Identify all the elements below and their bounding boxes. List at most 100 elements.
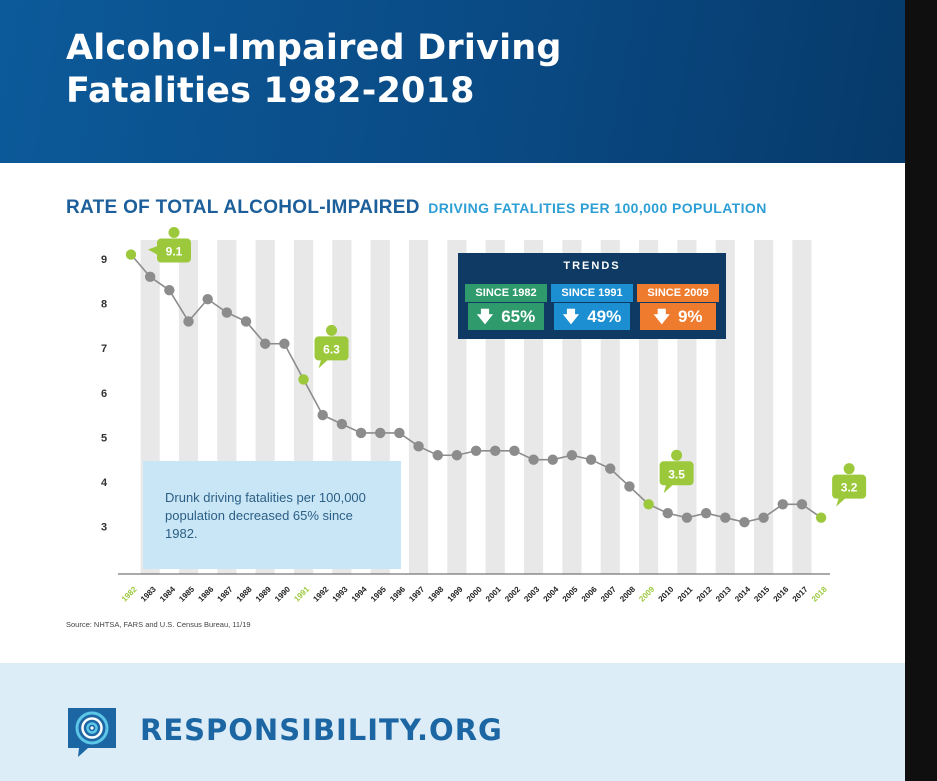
data-point xyxy=(336,418,348,430)
down-arrow-icon: 🡇 xyxy=(653,309,670,326)
data-point xyxy=(528,454,539,465)
data-point xyxy=(662,508,673,519)
data-point xyxy=(720,512,731,523)
data-point xyxy=(221,307,233,318)
trend-label: SINCE 1982 xyxy=(465,284,547,302)
data-point xyxy=(509,445,520,456)
data-point xyxy=(815,512,827,523)
callout-body xyxy=(659,461,694,486)
trend-value-box: 🡇 49% xyxy=(554,303,630,330)
x-tick-label: 1999 xyxy=(446,584,465,603)
x-tick-label: 2013 xyxy=(714,584,733,603)
trends-panel: TRENDS SINCE 1982 🡇 65% SINCE 1991 🡇 49% S… xyxy=(458,253,726,339)
x-tick-label: 1992 xyxy=(311,584,330,603)
trend-value: 49% xyxy=(587,307,622,326)
data-point xyxy=(394,427,405,439)
y-tick-label: 9 xyxy=(101,254,107,266)
x-tick-label: 1993 xyxy=(331,584,350,603)
callout-head xyxy=(168,227,180,239)
callout-tail xyxy=(148,245,159,256)
x-tick-label: 1998 xyxy=(426,584,445,603)
trends-title: TRENDS xyxy=(563,260,621,272)
target-icon[interactable] xyxy=(66,706,118,758)
x-tick-label: 2014 xyxy=(733,584,752,603)
callout-label: 3.5 xyxy=(668,467,685,481)
data-point xyxy=(547,454,558,465)
callout-tail xyxy=(318,358,330,369)
y-tick-label: 6 xyxy=(101,388,107,400)
trend-value: 9% xyxy=(677,307,703,326)
x-tick-label: 1987 xyxy=(216,584,235,603)
x-tick-label: 2015 xyxy=(752,584,771,603)
data-point xyxy=(432,450,443,461)
trend-card-1991: SINCE 1991 🡇 49% xyxy=(551,284,633,332)
data-point xyxy=(144,271,156,283)
x-tick-label: 1995 xyxy=(369,584,388,603)
data-point xyxy=(164,285,175,296)
brand-name[interactable]: RESPONSIBILITY.ORG xyxy=(140,713,503,747)
x-tick-label: 2000 xyxy=(465,584,484,603)
callout-tail xyxy=(836,496,848,507)
callout-tail xyxy=(663,483,675,494)
stripe xyxy=(754,240,774,574)
x-tick-label: 2001 xyxy=(484,584,503,603)
callout-body xyxy=(314,336,349,361)
infographic-page: Alcohol-Impaired Driving Fatalities 1982… xyxy=(0,0,905,781)
data-point xyxy=(202,293,213,305)
x-tick-label: 2004 xyxy=(541,584,560,603)
footer-band xyxy=(0,663,905,781)
x-tick-label: 2018 xyxy=(810,584,829,603)
x-tick-label: 1986 xyxy=(196,584,215,603)
data-point xyxy=(279,338,290,349)
x-tick-label: 1989 xyxy=(254,584,273,603)
data-point xyxy=(796,499,808,510)
data-point xyxy=(317,409,328,421)
down-arrow-icon: 🡇 xyxy=(562,309,580,326)
data-point xyxy=(490,445,501,456)
down-arrow-icon: 🡇 xyxy=(476,309,494,326)
callout-head xyxy=(671,449,683,461)
data-point xyxy=(240,316,252,327)
x-tick-label: 2002 xyxy=(503,584,522,603)
stripe xyxy=(792,240,812,574)
y-tick-label: 7 xyxy=(101,343,107,355)
source-note: Source: NHTSA, FARS and U.S. Census Bure… xyxy=(66,620,251,629)
data-point xyxy=(259,338,271,349)
data-point xyxy=(700,508,712,519)
data-point xyxy=(585,454,597,465)
stripe xyxy=(408,240,429,574)
trend-value-box: 🡇 9% xyxy=(640,303,716,330)
x-tick-label: 1994 xyxy=(350,584,369,603)
data-point xyxy=(470,445,482,456)
data-point xyxy=(298,374,309,385)
subtitle-rest: DRIVING FATALITIES PER 100,000 POPULATIO… xyxy=(428,200,767,216)
data-point xyxy=(777,499,788,510)
y-tick-label: 3 xyxy=(101,522,107,534)
data-point xyxy=(643,499,654,510)
x-tick-label: 1996 xyxy=(388,584,407,603)
data-point xyxy=(605,463,616,474)
x-tick-label: 2009 xyxy=(637,584,656,603)
page-title: Alcohol-Impaired Driving Fatalities 1982… xyxy=(66,27,562,113)
data-point xyxy=(681,512,693,523)
data-point xyxy=(183,316,194,327)
x-tick-label: 2006 xyxy=(580,584,599,603)
x-tick-label: 1997 xyxy=(407,584,426,603)
callout-body xyxy=(832,474,867,499)
data-point xyxy=(413,441,424,452)
callout-label: 3.2 xyxy=(841,481,858,495)
callout-body xyxy=(157,238,191,263)
data-point xyxy=(566,450,578,461)
x-tick-label: 2007 xyxy=(599,584,618,603)
x-tick-label: 1991 xyxy=(292,584,311,603)
data-point xyxy=(375,427,386,439)
summary-note: Drunk driving fatalities per 100,000 pop… xyxy=(143,461,401,569)
summary-note-text: Drunk driving fatalities per 100,000 pop… xyxy=(165,490,366,541)
x-tick-label: 1990 xyxy=(273,584,292,603)
trend-label: SINCE 1991 xyxy=(551,284,633,302)
x-tick-label: 2005 xyxy=(561,584,580,603)
callout-label: 6.3 xyxy=(323,342,340,356)
trend-card-2009: SINCE 2009 🡇 9% xyxy=(637,284,719,332)
chart-subtitle: RATE OF TOTAL ALCOHOL-IMPAIRED DRIVING F… xyxy=(66,197,767,219)
